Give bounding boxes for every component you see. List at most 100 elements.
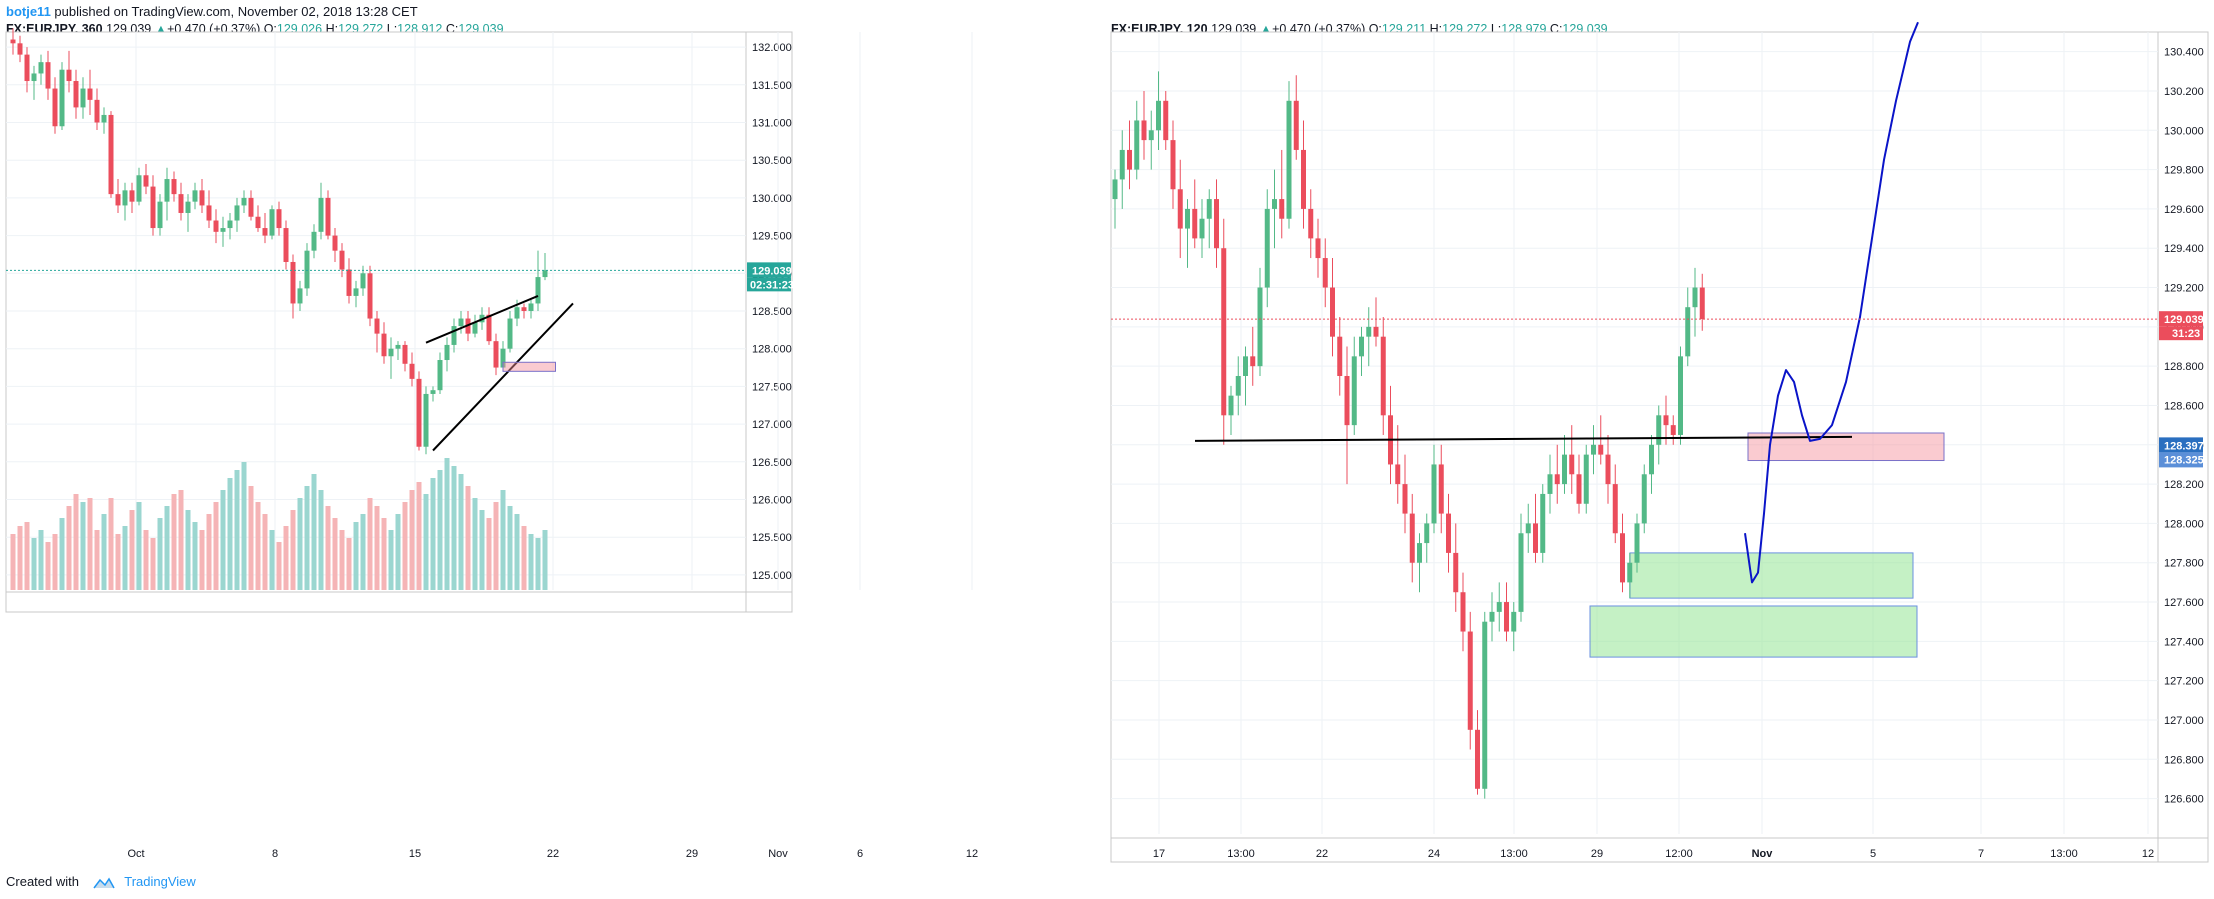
left-volume-bar [451, 466, 457, 590]
right-last-price-tag [2159, 311, 2203, 327]
right-candle [1141, 120, 1147, 141]
left-volume-bar [80, 502, 86, 590]
left-countdown-tag [747, 277, 791, 292]
right-candle [1301, 149, 1306, 209]
tradingview-logo-icon [93, 877, 115, 889]
right-candle [1525, 523, 1531, 534]
right-candle [1409, 513, 1415, 563]
left-candle [409, 363, 415, 379]
right-candle [1475, 729, 1480, 789]
left-candle [353, 288, 359, 296]
left-candle [31, 73, 37, 82]
right-candle [1337, 336, 1343, 376]
right-y-tick: 130.200 [2164, 86, 2204, 98]
left-volume-bar [213, 502, 219, 590]
right-candle [1119, 149, 1125, 180]
right-countdown-tag [2159, 326, 2203, 341]
right-candle [1496, 602, 1502, 612]
left-candle [255, 216, 261, 229]
right-candle [1685, 307, 1691, 357]
left-volume-bar [87, 498, 93, 590]
right-candle [1293, 100, 1299, 150]
left-volume-bar [115, 534, 121, 590]
right-candle [1134, 120, 1140, 170]
tradingview-brand[interactable]: TradingView [124, 874, 196, 889]
right-candle [1156, 100, 1161, 131]
left-candle [311, 231, 317, 251]
right-y-tick: 127.800 [2164, 558, 2204, 570]
left-candle [416, 378, 422, 447]
left-candle [528, 303, 534, 311]
right-candle [1199, 218, 1205, 239]
right-x-tick: Nov [1752, 848, 1774, 860]
left-candle [241, 197, 247, 206]
left-volume-bar [178, 490, 184, 590]
left-volume-bar [493, 502, 499, 590]
left-candle [423, 393, 429, 447]
left-candle [276, 209, 282, 229]
right-candle [1395, 464, 1401, 485]
left-volume-bar [94, 530, 100, 590]
left-volume-bar [521, 526, 527, 590]
right-x-tick: 17 [1153, 848, 1165, 860]
right-candle [1612, 484, 1618, 534]
created-with-text: Created with [6, 874, 79, 889]
right-candle [1235, 375, 1241, 396]
right-candle [1446, 513, 1451, 553]
left-candle [339, 250, 345, 270]
right-candle [1569, 454, 1575, 475]
left-x-tick: Oct [127, 848, 144, 860]
left-volume-bar [255, 502, 261, 590]
right-candle [1315, 238, 1321, 259]
left-candle [129, 190, 135, 202]
right-candle [1670, 425, 1676, 435]
right-y-tick: 129.600 [2164, 204, 2204, 216]
right-candle [1511, 611, 1517, 632]
left-volume-bar [430, 478, 436, 590]
right-y-tick: 127.000 [2164, 715, 2204, 727]
author-link[interactable]: botje11 [6, 4, 51, 19]
right-candle [1627, 562, 1633, 583]
left-candle [213, 220, 219, 232]
left-volume-bar [276, 542, 282, 590]
left-candle [59, 69, 65, 127]
right-candle [1605, 454, 1611, 485]
left-volume-bar [31, 538, 37, 590]
right-candle [1504, 602, 1509, 632]
left-candle [178, 194, 184, 213]
right-candle [1417, 543, 1422, 563]
left-volume-bar [234, 470, 240, 590]
right-level-tag [2159, 437, 2203, 453]
left-candle [332, 235, 338, 251]
right-candle [1620, 533, 1625, 583]
right-candle [1540, 493, 1546, 553]
left-candle [87, 88, 93, 100]
right-candle [1112, 179, 1118, 200]
left-y-tick: 132.000 [752, 42, 792, 54]
right-candle [1344, 375, 1350, 426]
left-volume-bar [290, 510, 296, 590]
right-candle [1272, 199, 1277, 209]
left-volume-bar [465, 486, 471, 590]
left-volume-bar [304, 486, 310, 590]
left-volume-bar [353, 522, 359, 590]
left-candle [486, 314, 492, 342]
left-volume-bar [269, 530, 275, 590]
right-candle [1453, 552, 1459, 593]
left-y-tick: 125.500 [752, 532, 792, 544]
left-volume-bar [367, 498, 373, 590]
left-candle [17, 43, 23, 55]
left-x-tick: 6 [857, 848, 863, 860]
right-y-tick: 128.000 [2164, 518, 2204, 530]
left-y-tick: 131.000 [752, 117, 792, 129]
right-candle [1185, 208, 1190, 229]
right-candle [1583, 454, 1589, 504]
left-y-tick: 131.500 [752, 80, 792, 92]
right-y-tick: 129.200 [2164, 283, 2204, 295]
left-candle [374, 318, 380, 334]
left-volume-bar [199, 530, 205, 590]
left-candle [24, 54, 30, 82]
left-candle [80, 88, 86, 108]
right-candle [1576, 474, 1582, 504]
